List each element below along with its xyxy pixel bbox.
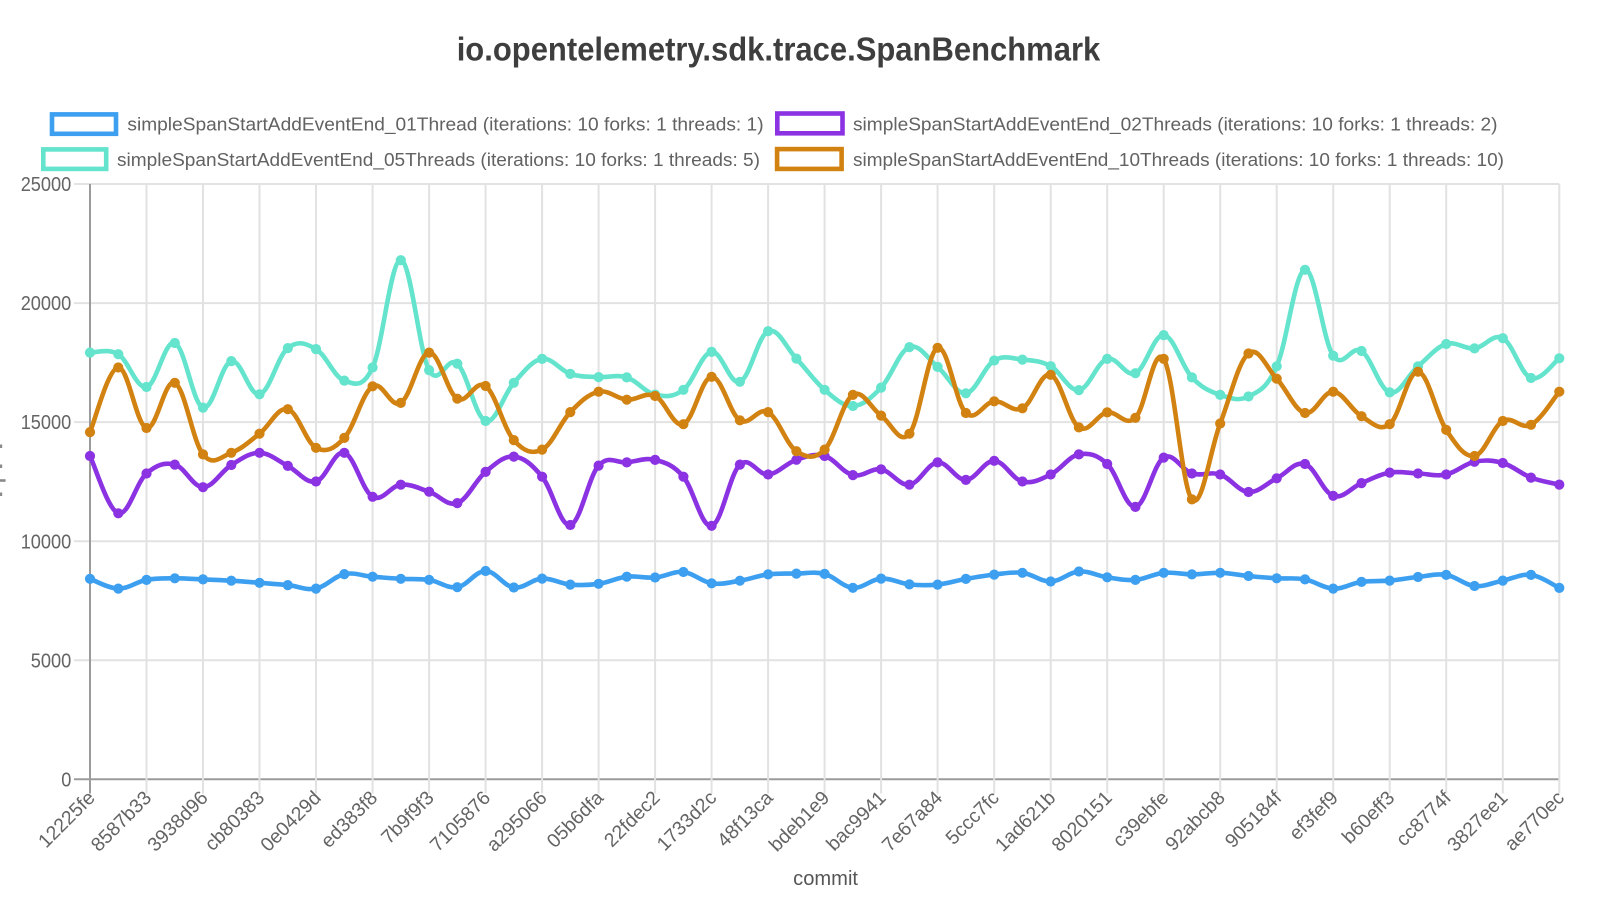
svg-text:simpleSpanStartAddEventEnd_10T: simpleSpanStartAddEventEnd_10Threads (it… — [853, 149, 1504, 171]
svg-text:20000: 20000 — [21, 293, 72, 315]
svg-text:commit: commit — [793, 868, 858, 890]
svg-text:5000: 5000 — [31, 650, 72, 672]
svg-text:io.opentelemetry.sdk.trace.Spa: io.opentelemetry.sdk.trace.SpanBenchmark — [457, 31, 1101, 68]
svg-text:15000: 15000 — [21, 412, 72, 434]
svg-text:simpleSpanStartAddEventEnd_01T: simpleSpanStartAddEventEnd_01Thread (ite… — [127, 114, 763, 136]
svg-text:0: 0 — [61, 769, 71, 791]
svg-text:10000: 10000 — [21, 531, 72, 553]
svg-text:simpleSpanStartAddEventEnd_05T: simpleSpanStartAddEventEnd_05Threads (it… — [117, 149, 760, 171]
svg-text:simpleSpanStartAddEventEnd_02T: simpleSpanStartAddEventEnd_02Threads (it… — [853, 114, 1498, 136]
svg-text:25000: 25000 — [21, 174, 72, 196]
